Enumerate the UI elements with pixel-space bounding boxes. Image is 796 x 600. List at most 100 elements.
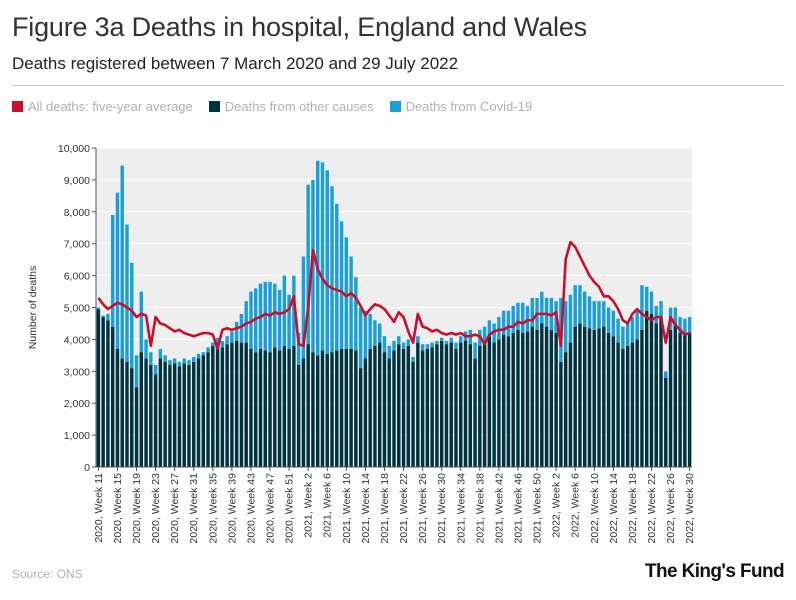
bar-covid[interactable] bbox=[368, 313, 372, 349]
bar-other-causes[interactable] bbox=[377, 342, 382, 467]
bar-other-causes[interactable] bbox=[492, 342, 496, 467]
bar-other-causes[interactable] bbox=[573, 326, 577, 467]
bar-other-causes[interactable] bbox=[587, 328, 592, 467]
bar-covid[interactable] bbox=[115, 192, 120, 349]
bar-covid[interactable] bbox=[563, 301, 568, 353]
bar-covid[interactable] bbox=[377, 323, 382, 343]
bar-covid[interactable] bbox=[354, 277, 358, 351]
bar-covid[interactable] bbox=[506, 310, 511, 337]
bar-other-causes[interactable] bbox=[425, 348, 430, 467]
bar-covid[interactable] bbox=[268, 281, 272, 353]
bar-other-causes[interactable] bbox=[120, 358, 124, 467]
bar-other-causes[interactable] bbox=[330, 352, 334, 467]
bar-covid[interactable] bbox=[482, 326, 487, 345]
bar-covid[interactable] bbox=[678, 317, 682, 334]
bar-covid[interactable] bbox=[606, 307, 611, 334]
bar-other-causes[interactable] bbox=[273, 347, 277, 467]
bar-covid[interactable] bbox=[234, 321, 239, 341]
bar-covid[interactable] bbox=[549, 297, 554, 330]
bar-other-causes[interactable] bbox=[606, 333, 611, 467]
bar-other-causes[interactable] bbox=[354, 350, 358, 467]
bar-covid[interactable] bbox=[621, 326, 625, 349]
bar-other-causes[interactable] bbox=[168, 364, 172, 467]
bar-covid[interactable] bbox=[211, 342, 215, 346]
bar-other-causes[interactable] bbox=[640, 329, 644, 467]
bar-other-causes[interactable] bbox=[563, 352, 568, 467]
bar-other-causes[interactable] bbox=[411, 361, 415, 467]
bar-covid[interactable] bbox=[315, 160, 320, 356]
bar-other-causes[interactable] bbox=[435, 344, 439, 467]
bar-other-causes[interactable] bbox=[487, 336, 492, 467]
bar-other-causes[interactable] bbox=[206, 352, 210, 467]
bar-covid[interactable] bbox=[296, 333, 301, 365]
bar-other-causes[interactable] bbox=[225, 344, 229, 467]
bar-other-causes[interactable] bbox=[654, 323, 658, 467]
bar-other-causes[interactable] bbox=[387, 358, 391, 467]
bar-other-causes[interactable] bbox=[540, 323, 544, 467]
bar-other-causes[interactable] bbox=[335, 350, 339, 467]
bar-other-causes[interactable] bbox=[201, 355, 205, 467]
bar-covid[interactable] bbox=[125, 224, 129, 362]
bar-other-causes[interactable] bbox=[320, 350, 325, 467]
bar-covid[interactable] bbox=[292, 275, 296, 346]
bar-covid[interactable] bbox=[392, 340, 396, 351]
bar-covid[interactable] bbox=[597, 301, 601, 329]
bar-other-causes[interactable] bbox=[220, 347, 225, 467]
bar-covid[interactable] bbox=[196, 353, 201, 359]
bar-other-causes[interactable] bbox=[444, 344, 449, 467]
bar-other-causes[interactable] bbox=[96, 309, 101, 467]
bar-covid[interactable] bbox=[96, 307, 101, 310]
bar-covid[interactable] bbox=[449, 337, 453, 343]
bar-other-causes[interactable] bbox=[611, 336, 616, 467]
bar-covid[interactable] bbox=[120, 165, 124, 359]
bar-covid[interactable] bbox=[110, 214, 115, 327]
bar-other-causes[interactable] bbox=[234, 340, 239, 467]
bar-other-causes[interactable] bbox=[196, 358, 201, 467]
bar-other-causes[interactable] bbox=[401, 348, 406, 467]
bar-covid[interactable] bbox=[344, 237, 349, 349]
bar-covid[interactable] bbox=[683, 318, 687, 335]
bar-other-causes[interactable] bbox=[106, 320, 110, 467]
bar-covid[interactable] bbox=[592, 301, 596, 330]
bar-other-causes[interactable] bbox=[468, 344, 473, 467]
bar-covid[interactable] bbox=[177, 361, 182, 367]
bar-other-causes[interactable] bbox=[664, 377, 668, 467]
bar-other-causes[interactable] bbox=[363, 358, 368, 467]
bar-covid[interactable] bbox=[220, 340, 225, 348]
bar-covid[interactable] bbox=[425, 344, 430, 349]
bar-other-causes[interactable] bbox=[263, 350, 267, 467]
bar-other-causes[interactable] bbox=[296, 364, 301, 467]
bar-covid[interactable] bbox=[287, 294, 291, 349]
bar-covid[interactable] bbox=[149, 352, 153, 365]
bar-other-causes[interactable] bbox=[578, 323, 582, 467]
bar-other-causes[interactable] bbox=[554, 333, 558, 467]
bar-covid[interactable] bbox=[659, 301, 663, 318]
bar-covid[interactable] bbox=[630, 317, 635, 343]
bar-covid[interactable] bbox=[516, 302, 520, 330]
bar-other-causes[interactable] bbox=[544, 326, 549, 467]
bar-other-causes[interactable] bbox=[182, 363, 186, 467]
bar-covid[interactable] bbox=[239, 313, 244, 343]
bar-other-causes[interactable] bbox=[549, 329, 554, 467]
bar-other-causes[interactable] bbox=[459, 342, 463, 467]
bar-covid[interactable] bbox=[487, 320, 492, 337]
bar-other-causes[interactable] bbox=[130, 368, 134, 467]
bar-covid[interactable] bbox=[640, 285, 644, 330]
bar-other-causes[interactable] bbox=[149, 364, 153, 467]
bar-other-causes[interactable] bbox=[282, 345, 287, 467]
bar-covid[interactable] bbox=[187, 360, 191, 365]
bar-covid[interactable] bbox=[511, 305, 515, 334]
bar-other-causes[interactable] bbox=[430, 347, 434, 467]
bar-covid[interactable] bbox=[664, 371, 668, 378]
bar-other-causes[interactable] bbox=[268, 352, 272, 467]
bar-covid[interactable] bbox=[401, 342, 406, 349]
five-year-average-line[interactable] bbox=[97, 240, 691, 351]
bar-other-causes[interactable] bbox=[621, 348, 625, 467]
bar-other-causes[interactable] bbox=[311, 352, 315, 467]
bar-other-causes[interactable] bbox=[592, 329, 596, 467]
bar-covid[interactable] bbox=[459, 336, 463, 343]
bar-other-causes[interactable] bbox=[630, 342, 635, 467]
bar-covid[interactable] bbox=[106, 313, 110, 321]
bar-other-causes[interactable] bbox=[616, 342, 620, 467]
bar-covid[interactable] bbox=[153, 364, 158, 375]
